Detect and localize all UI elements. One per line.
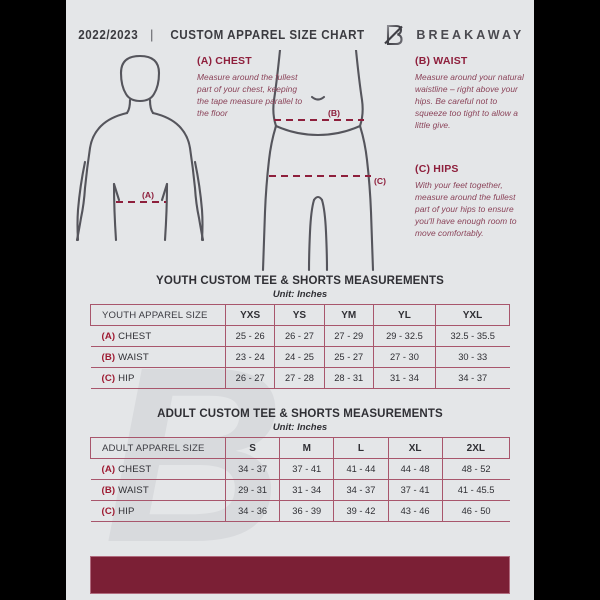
table-row: (C) HIP 26 - 27 27 - 28 28 - 31 31 - 34 … xyxy=(90,367,510,389)
youth-chest-ym: 27 - 29 xyxy=(323,325,374,347)
youth-hip-yxs: 26 - 27 xyxy=(224,367,275,389)
measurement-diagram: (A) (B) (C) (A) CHEST Measure around the… xyxy=(66,48,534,272)
adult-row-chest-label: (A) CHEST xyxy=(90,458,226,480)
youth-chest-yxs: 25 - 26 xyxy=(224,325,275,347)
table-row: (B) WAIST 23 - 24 24 - 25 25 - 27 27 - 3… xyxy=(90,346,510,368)
youth-unit: Unit: Inches xyxy=(272,289,328,300)
header-separator: | xyxy=(150,28,154,42)
adult-hip-l: 39 - 42 xyxy=(333,500,389,522)
adult-size-table: ADULT APPAREL SIZE S M L XL 2XL (A) CHES… xyxy=(90,437,511,522)
youth-header-label: YOUTH APPAREL SIZE xyxy=(90,304,226,326)
table-row: (B) WAIST 29 - 31 31 - 34 34 - 37 37 - 4… xyxy=(90,479,510,501)
callout-chest: (A) CHEST Measure around the fullest par… xyxy=(197,55,305,120)
table-row: (C) HIP 34 - 36 36 - 39 39 - 42 43 - 46 … xyxy=(90,500,510,522)
adult-size-s: S xyxy=(224,437,281,459)
adult-size-xl: XL xyxy=(387,437,443,459)
callout-hips: (C) HIPS With your feet together, measur… xyxy=(415,163,530,240)
body-figures-svg xyxy=(75,48,375,272)
youth-title: YOUTH CUSTOM TEE & SHORTS MEASUREMENTS xyxy=(156,275,444,287)
waist-marker-label: (B) xyxy=(328,108,340,118)
youth-waist-yxs: 23 - 24 xyxy=(224,346,275,368)
adult-size-2xl: 2XL xyxy=(441,437,511,459)
adult-row-hip-label: (C) HIP xyxy=(90,500,226,522)
youth-hip-ym: 28 - 31 xyxy=(323,367,374,389)
adult-chest-xl: 44 - 48 xyxy=(387,458,443,480)
adult-waist-2xl: 41 - 45.5 xyxy=(441,479,510,501)
youth-hip-ys: 27 - 28 xyxy=(274,367,325,389)
youth-size-ys: YS xyxy=(274,304,325,326)
brand-name: BREAKAWAY xyxy=(416,28,525,42)
youth-hip-yl: 31 - 34 xyxy=(372,367,436,389)
table-row: (A) CHEST 34 - 37 37 - 41 41 - 44 44 - 4… xyxy=(90,458,510,480)
callout-chest-body: Measure around the fullest part of your … xyxy=(197,72,303,118)
callout-waist-heading: (B) WAIST xyxy=(415,55,468,67)
youth-section-title: YOUTH CUSTOM TEE & SHORTS MEASUREMENTS U… xyxy=(66,275,534,300)
adult-hip-m: 36 - 39 xyxy=(279,500,334,522)
adult-chest-s: 34 - 37 xyxy=(224,458,280,480)
youth-chest-yxl: 32.5 - 35.5 xyxy=(434,325,510,347)
youth-size-yxs: YXS xyxy=(224,304,276,326)
adult-hip-xl: 43 - 46 xyxy=(387,500,443,522)
adult-chest-2xl: 48 - 52 xyxy=(441,458,510,480)
youth-row-chest-label: (A) CHEST xyxy=(90,325,226,347)
adult-hip-s: 34 - 36 xyxy=(224,500,280,522)
adult-chest-l: 41 - 44 xyxy=(333,458,389,480)
adult-waist-s: 29 - 31 xyxy=(224,479,280,501)
adult-title: ADULT CUSTOM TEE & SHORTS MEASUREMENTS xyxy=(157,408,443,420)
chest-marker-label: (A) xyxy=(142,190,154,200)
adult-header-label: ADULT APPAREL SIZE xyxy=(90,437,226,459)
callout-hips-body: With your feet together, measure around … xyxy=(415,180,517,238)
adult-waist-xl: 37 - 41 xyxy=(387,479,443,501)
adult-hip-2xl: 46 - 50 xyxy=(441,500,510,522)
footer-bar xyxy=(90,556,510,594)
youth-waist-yl: 27 - 30 xyxy=(372,346,436,368)
youth-waist-ym: 25 - 27 xyxy=(323,346,374,368)
chart-card: B 2022/2023 | CUSTOM APPAREL SIZE CHART xyxy=(66,0,534,600)
youth-waist-yxl: 30 - 33 xyxy=(434,346,510,368)
adult-waist-m: 31 - 34 xyxy=(279,479,334,501)
youth-chest-ys: 26 - 27 xyxy=(274,325,325,347)
youth-size-table: YOUTH APPAREL SIZE YXS YS YM YL YXL (A) … xyxy=(90,304,511,389)
table-row: (A) CHEST 25 - 26 26 - 27 27 - 29 29 - 3… xyxy=(90,325,510,347)
youth-row-waist-label: (B) WAIST xyxy=(90,346,226,368)
page-header: 2022/2023 | CUSTOM APPAREL SIZE CHART xyxy=(66,18,534,52)
page-title: CUSTOM APPAREL SIZE CHART xyxy=(170,28,366,42)
callout-waist: (B) WAIST Measure around your natural wa… xyxy=(415,55,527,132)
youth-waist-ys: 24 - 25 xyxy=(274,346,325,368)
adult-header-row: ADULT APPAREL SIZE S M L XL 2XL xyxy=(90,437,511,459)
youth-size-yxl: YXL xyxy=(434,304,511,326)
callout-chest-heading: (A) CHEST xyxy=(197,55,252,67)
adult-size-m: M xyxy=(279,437,335,459)
youth-header-row: YOUTH APPAREL SIZE YXS YS YM YL YXL xyxy=(90,304,511,326)
youth-size-yl: YL xyxy=(372,304,436,326)
youth-chest-yl: 29 - 32.5 xyxy=(372,325,436,347)
adult-unit: Unit: Inches xyxy=(272,422,328,433)
callout-waist-body: Measure around your natural waistline – … xyxy=(415,72,524,130)
youth-row-hip-label: (C) HIP xyxy=(90,367,226,389)
youth-size-ym: YM xyxy=(323,304,374,326)
adult-waist-l: 34 - 37 xyxy=(333,479,389,501)
adult-size-l: L xyxy=(333,437,389,459)
callout-hips-heading: (C) HIPS xyxy=(415,163,459,175)
adult-section-title: ADULT CUSTOM TEE & SHORTS MEASUREMENTS U… xyxy=(66,408,534,433)
hip-marker-label: (C) xyxy=(374,176,386,186)
youth-hip-yxl: 34 - 37 xyxy=(434,367,510,389)
adult-row-waist-label: (B) WAIST xyxy=(90,479,226,501)
adult-chest-m: 37 - 41 xyxy=(279,458,334,480)
breakaway-b-logo-icon xyxy=(382,22,406,48)
header-season: 2022/2023 xyxy=(77,28,138,42)
